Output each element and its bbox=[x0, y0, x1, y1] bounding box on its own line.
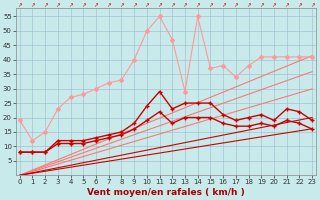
X-axis label: Vent moyen/en rafales ( km/h ): Vent moyen/en rafales ( km/h ) bbox=[87, 188, 245, 197]
